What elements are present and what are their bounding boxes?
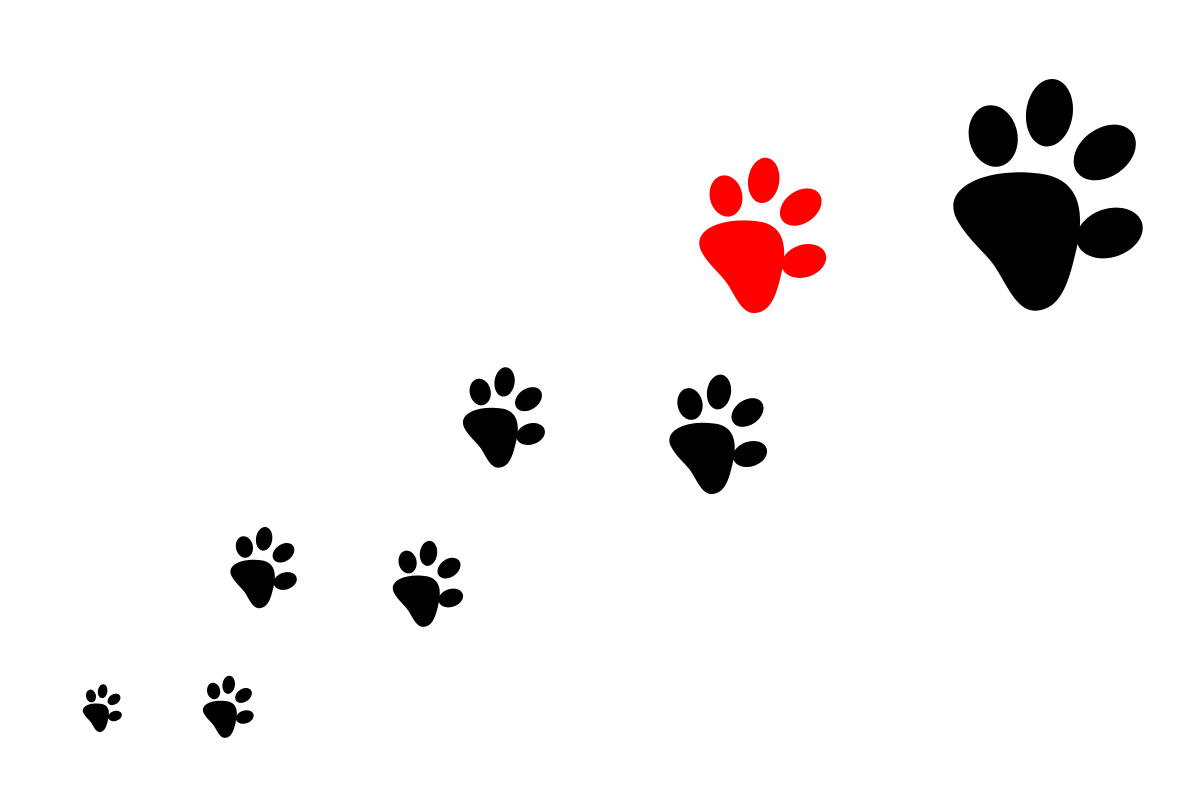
paw-print-3	[230, 525, 300, 609]
paw-print-icon	[953, 75, 1150, 311]
paw-print-icon	[699, 155, 831, 314]
paw-print-icon	[462, 365, 548, 468]
paw-print-7-red	[699, 155, 831, 314]
paw-print-icon	[392, 539, 466, 627]
paw-print-5	[462, 365, 548, 468]
paw-print-2	[202, 674, 256, 738]
paw-print-8	[953, 75, 1150, 311]
paw-print-icon	[202, 674, 256, 738]
paw-print-icon	[230, 525, 300, 609]
paw-print-icon	[669, 373, 771, 495]
paw-print-1	[82, 683, 124, 733]
paw-print-6	[669, 373, 771, 495]
paw-print-4	[392, 539, 466, 627]
paw-print-icon	[82, 683, 124, 733]
